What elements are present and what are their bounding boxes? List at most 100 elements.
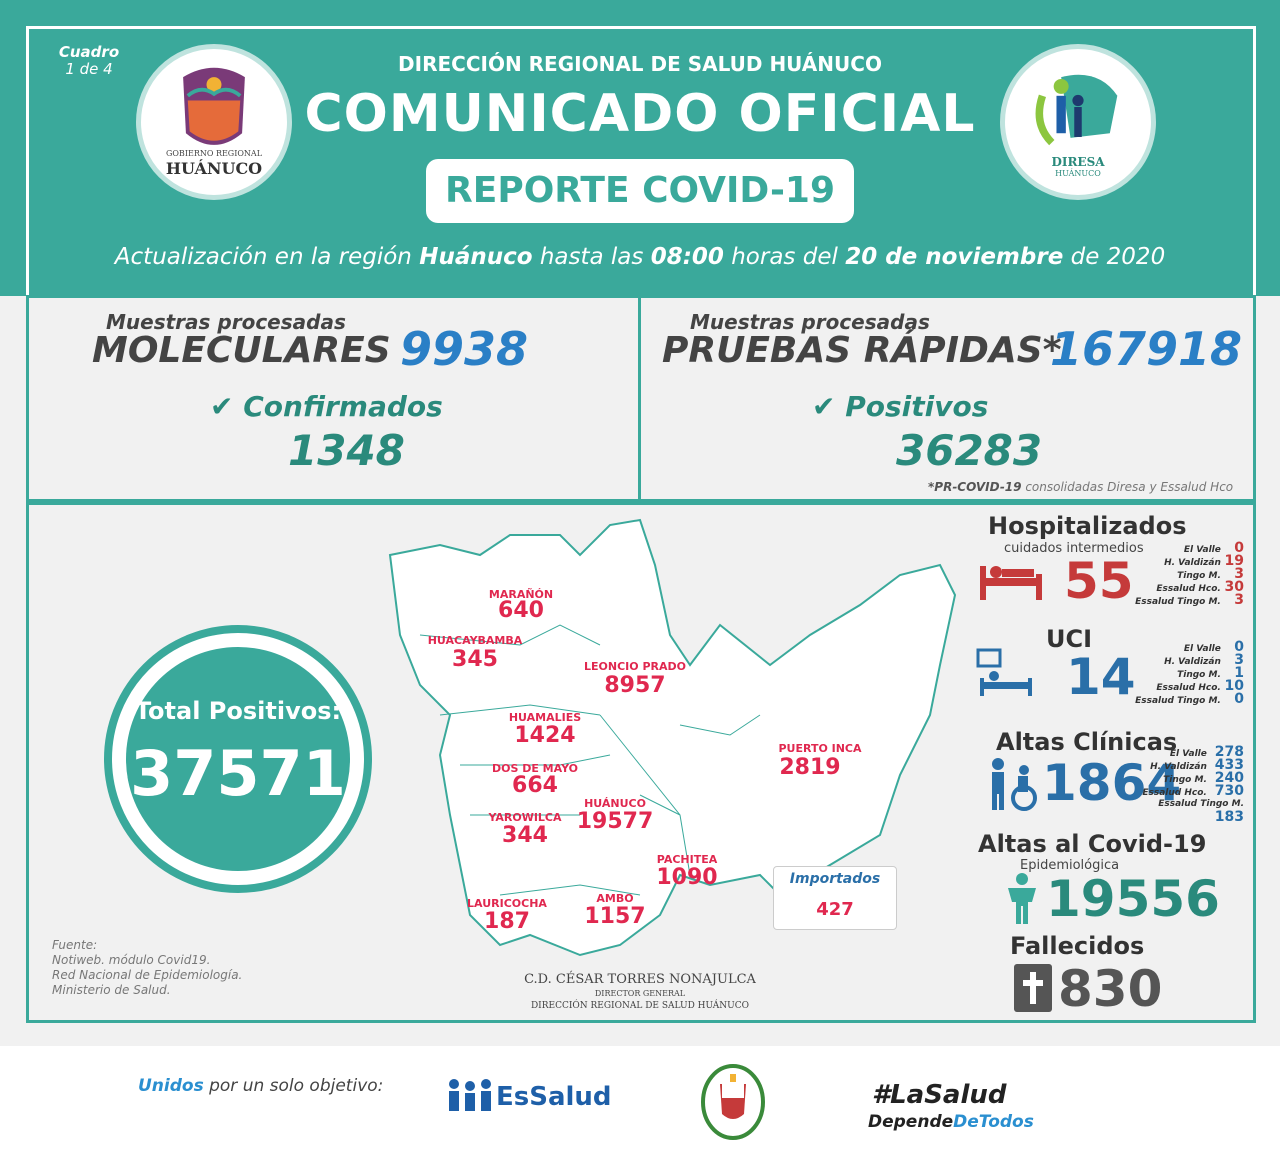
- update-suffix: de 2020: [1063, 244, 1166, 270]
- altas-covid-title: Altas al Covid-19: [978, 830, 1207, 858]
- update-line: Actualización en la región Huánuco hasta…: [40, 244, 1240, 270]
- confirmados-label: ✔ Confirmados: [210, 390, 443, 423]
- hosp-row-value: 3: [1234, 566, 1244, 582]
- uci-row-label: El Valle: [1183, 644, 1221, 654]
- prov-pachitea-name: PACHITEA: [656, 853, 718, 866]
- moleculares-label: MOLECULARES: [92, 330, 391, 371]
- uci-row-label: Essalud Hco.: [1156, 683, 1221, 693]
- uci-row-value: 3: [1234, 652, 1244, 668]
- signature-role: DIRECTOR GENERAL: [594, 989, 686, 998]
- altas-row-label: Essalud Tingo M.: [1158, 799, 1244, 809]
- uci-title: UCI: [1046, 625, 1093, 653]
- wheelchair-icon: [992, 758, 1037, 811]
- confirmados-text: Confirmados: [243, 390, 443, 423]
- update-mid: hasta las: [532, 244, 651, 270]
- logo-right-line2: HUÁNUCO: [1055, 169, 1101, 178]
- hashtag2-b: DeTodos: [953, 1112, 1034, 1132]
- prov-puertoinca-value: 2819: [779, 755, 841, 780]
- hosp-breakdown: El Valle 0 H. Valdizán 19 Tingo M. 3 Ess…: [1120, 541, 1244, 608]
- fuente-line3: Ministerio de Salud.: [52, 983, 171, 997]
- hosp-row-value: 19: [1224, 553, 1244, 569]
- prov-puertoinca-name: PUERTO INCA: [778, 742, 862, 755]
- logo-left-line1: GOBIERNO REGIONAL: [165, 149, 262, 158]
- main-panel: [26, 502, 1256, 1023]
- prov-yarowilca-value: 344: [502, 823, 548, 848]
- altas-row: Tingo M. 240: [1124, 770, 1244, 786]
- map-outline: [388, 518, 957, 957]
- check-icon: ✔: [812, 390, 846, 423]
- region-map: [388, 518, 957, 957]
- altas-row-value: 433: [1214, 757, 1244, 773]
- altas-title: Altas Clínicas: [996, 728, 1178, 756]
- moleculares-sub: Muestras procesadas: [106, 310, 346, 334]
- essalud-text: EsSalud: [496, 1082, 612, 1112]
- altas-row-value: 240: [1214, 770, 1244, 786]
- update-prefix: Actualización en la región: [114, 244, 420, 270]
- unidos-rest: por un solo objetivo:: [203, 1076, 384, 1096]
- person-icon: [1008, 873, 1036, 924]
- page-title: COMUNICADO OFICIAL: [304, 84, 976, 144]
- prov-huanuco-name: HUÁNUCO: [584, 797, 646, 810]
- uci-breakdown: El Valle 0 H. Valdizán 3 Tingo M. 1 Essa…: [1120, 640, 1244, 706]
- diresa-logo: DIRESA HUÁNUCO: [1000, 44, 1156, 200]
- national-shield-icon: [701, 1064, 765, 1140]
- total-positivos-circle: Total Positivos: 37571: [104, 625, 372, 893]
- prov-leoncio-name: LEONCIO PRADO: [584, 660, 686, 673]
- report-badge: REPORTE COVID-19: [426, 159, 854, 223]
- fallecidos-title: Fallecidos: [1010, 932, 1145, 960]
- prov-huanuco-value: 19577: [576, 809, 654, 834]
- rapidas-value: 167918: [1050, 322, 1243, 376]
- family-icon: [1035, 74, 1118, 146]
- altas-row: Essalud Tingo M. 183: [1124, 798, 1244, 824]
- altas-row-value: 183: [1214, 809, 1244, 825]
- map-borders: [419, 624, 761, 896]
- altas-covid-sub: Epidemiológica: [1020, 858, 1120, 873]
- hosp-row: Tingo M. 3: [1120, 566, 1244, 582]
- logo-left-line2: HUÁNUCO: [165, 159, 263, 178]
- importados-box: Importados 427: [773, 866, 897, 930]
- hosp-row-label: H. Valdizán: [1164, 558, 1221, 568]
- direction-title: DIRECCIÓN REGIONAL DE SALUD HUÁNUCO: [398, 52, 882, 76]
- prov-ambo-value: 1157: [584, 904, 646, 929]
- moleculares-value: 9938: [400, 322, 529, 376]
- altas-covid-value: 19556: [1046, 870, 1220, 928]
- hosp-row: H. Valdizán 19: [1120, 553, 1244, 569]
- note-rest: consolidadas Diresa y Essalud Hco: [1021, 480, 1234, 494]
- uci-row: Essalud Hco. 10: [1120, 679, 1244, 693]
- hosp-row-value: 30: [1224, 579, 1244, 595]
- importados-value: 427: [816, 899, 854, 920]
- cuadro-count: 1 de 4: [65, 60, 113, 78]
- fallecidos-value: 830: [1058, 960, 1163, 1018]
- hosp-row: El Valle 0: [1120, 541, 1244, 555]
- essalud-family-icon: [449, 1079, 491, 1111]
- shield-icon: [183, 67, 245, 145]
- hashtag2-a: Depende: [868, 1112, 954, 1132]
- prov-lauricocha-name: LAURICOCHA: [467, 897, 547, 910]
- rapidas-label: PRUEBAS RÁPIDAS*: [662, 330, 1062, 371]
- altas-row-value: 730: [1214, 783, 1244, 799]
- altas-row: H. Valdizán 433: [1124, 757, 1244, 773]
- uci-row-label: Essalud Tingo M.: [1135, 696, 1221, 706]
- footer: [0, 1046, 1280, 1169]
- uci-row-label: Tingo M.: [1177, 670, 1221, 680]
- note-bold: PR-COVID-19: [934, 480, 1022, 494]
- cuadro-title: Cuadro: [58, 43, 120, 61]
- update-date: 20 de noviembre: [845, 244, 1064, 270]
- altas-row-label: Tingo M.: [1163, 775, 1207, 785]
- fuente-line1: Notiweb. módulo Covid19.: [52, 953, 211, 967]
- hosp-row-value: 3: [1234, 592, 1244, 608]
- prov-huamalies-name: HUAMALIES: [508, 711, 582, 724]
- positivos-value: 36283: [896, 426, 1043, 475]
- altas-row-label: Essalud Hco.: [1142, 788, 1207, 798]
- altas-row: El Valle 278: [1124, 745, 1244, 759]
- hosp-row-label: Essalud Hco.: [1156, 584, 1221, 594]
- unidos-bold: Unidos: [138, 1076, 204, 1096]
- hosp-row-label: El Valle: [1183, 545, 1221, 555]
- signature-org: DIRECCIÓN REGIONAL DE SALUD HUÁNUCO: [530, 1001, 750, 1011]
- update-region: Huánuco: [419, 244, 533, 270]
- hosp-row-label: Essalud Tingo M.: [1135, 597, 1221, 607]
- total-inner: Total Positivos: 37571: [126, 647, 350, 871]
- altas-row-label: H. Valdizán: [1150, 762, 1207, 772]
- hosp-row: Essalud Tingo M. 3: [1120, 592, 1244, 608]
- altas-value: 1864: [1042, 754, 1182, 812]
